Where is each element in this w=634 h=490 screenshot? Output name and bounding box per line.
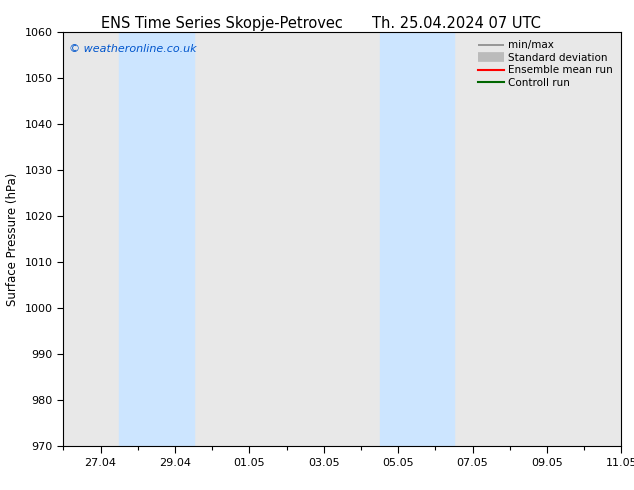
Bar xyxy=(380,32,454,446)
Y-axis label: Surface Pressure (hPa): Surface Pressure (hPa) xyxy=(6,172,19,306)
Text: Th. 25.04.2024 07 UTC: Th. 25.04.2024 07 UTC xyxy=(372,16,541,31)
Text: © weatheronline.co.uk: © weatheronline.co.uk xyxy=(69,44,197,54)
Bar xyxy=(119,32,193,446)
Legend: min/max, Standard deviation, Ensemble mean run, Controll run: min/max, Standard deviation, Ensemble me… xyxy=(475,37,616,91)
Text: ENS Time Series Skopje-Petrovec: ENS Time Series Skopje-Petrovec xyxy=(101,16,343,31)
